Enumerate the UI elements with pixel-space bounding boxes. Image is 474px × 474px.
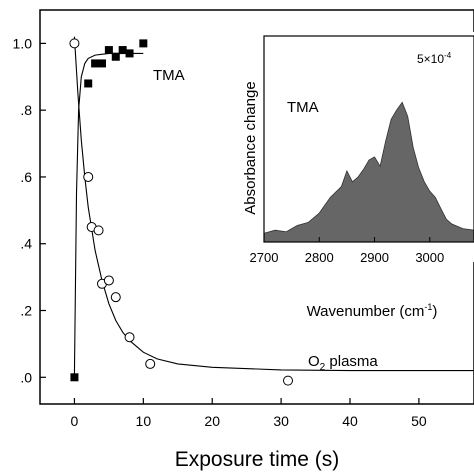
- inset-x-tick-label: 2900: [360, 250, 389, 265]
- o2-plasma-data-point: [69, 38, 80, 49]
- inset-spectrum: [263, 101, 474, 243]
- inset-xlabel-superscript: -1: [424, 302, 432, 312]
- tma-data-point: [91, 59, 100, 68]
- inset-xlabel-close: ): [432, 303, 437, 320]
- tma-data-point: [104, 46, 113, 55]
- tma-data-point: [70, 373, 79, 382]
- main-chart: 0 10 20 30 40 50 .0 .2 .4 .6 .8 1.0 Exposure time …: [13, 9, 474, 471]
- o2-plasma-data-point: [124, 332, 135, 343]
- main-y-tick-label: .2: [20, 303, 32, 319]
- o2-plasma-data-point: [283, 375, 293, 386]
- o2-plasma-data-point: [110, 292, 121, 303]
- inset-scale-superscript: -4: [444, 51, 452, 60]
- o2-label-o: O: [308, 353, 320, 370]
- tma-series-label: TMA: [153, 67, 185, 84]
- inset-x-tick-label: 3000: [415, 250, 444, 265]
- fit-curve: [73, 52, 144, 378]
- inset-scale-bar-label: 5×10-4: [417, 51, 452, 66]
- main-y-tick-label: 1.0: [13, 35, 33, 51]
- tma-data-point: [98, 59, 106, 68]
- inset-x-tick-label: 2700: [250, 250, 279, 265]
- o2-plasma-data-point: [103, 275, 114, 286]
- inset-x-ticks: 2700 2800 2900 3000: [250, 237, 444, 265]
- o2-plasma-data-point: [145, 358, 156, 369]
- main-data-points: [69, 38, 293, 386]
- inset-tma-label: TMA: [287, 99, 319, 116]
- main-y-tick-label: .8: [20, 102, 32, 118]
- o2-plasma-data-point: [83, 171, 94, 182]
- tma-data-point: [111, 52, 120, 61]
- main-x-tick-label: 50: [411, 413, 427, 429]
- o2-plasma-data-point: [93, 225, 104, 236]
- inset-chart: 2700 2800 2900 3000 Absorbance change Waven…: [233, 32, 474, 320]
- fit-curve: [73, 36, 474, 372]
- main-x-tick-label: 40: [342, 413, 358, 429]
- main-plot-frame: [39, 9, 474, 405]
- tma-data-point: [125, 49, 134, 58]
- main-x-ticks: 0 10 20 30 40 50: [71, 398, 427, 429]
- inset-xlabel-main: Wavenumber (cm: [307, 303, 425, 320]
- tma-data-point: [118, 46, 127, 55]
- tma-data-point: [139, 39, 148, 48]
- main-x-tick-label: 30: [273, 413, 289, 429]
- main-y-tick-label: .0: [20, 369, 32, 385]
- inset-x-tick-label: 2800: [305, 250, 334, 265]
- main-x-tick-label: 0: [71, 413, 79, 429]
- main-x-tick-label: 10: [136, 413, 152, 429]
- tma-data-point: [84, 79, 93, 88]
- main-y-tick-label: .6: [20, 169, 32, 185]
- main-x-axis-label: Exposure time (s): [175, 448, 340, 471]
- main-y-ticks: .0 .2 .4 .6 .8 1.0: [13, 35, 46, 385]
- inset-scale-main: 5×10: [417, 52, 444, 66]
- main-y-tick-label: .4: [20, 236, 32, 252]
- inset-x-axis-label: Wavenumber (cm-1): [307, 302, 438, 320]
- inset-spectrum-area: [263, 101, 474, 243]
- o2-plasma-series-label: O2 plasma: [308, 353, 378, 373]
- o2-label-rest: plasma: [325, 353, 378, 370]
- o2-label-subscript: 2: [320, 362, 326, 373]
- inset-y-axis-label: Absorbance change: [242, 81, 259, 214]
- main-x-tick-label: 20: [204, 413, 220, 429]
- inset-plot-frame: [263, 35, 474, 243]
